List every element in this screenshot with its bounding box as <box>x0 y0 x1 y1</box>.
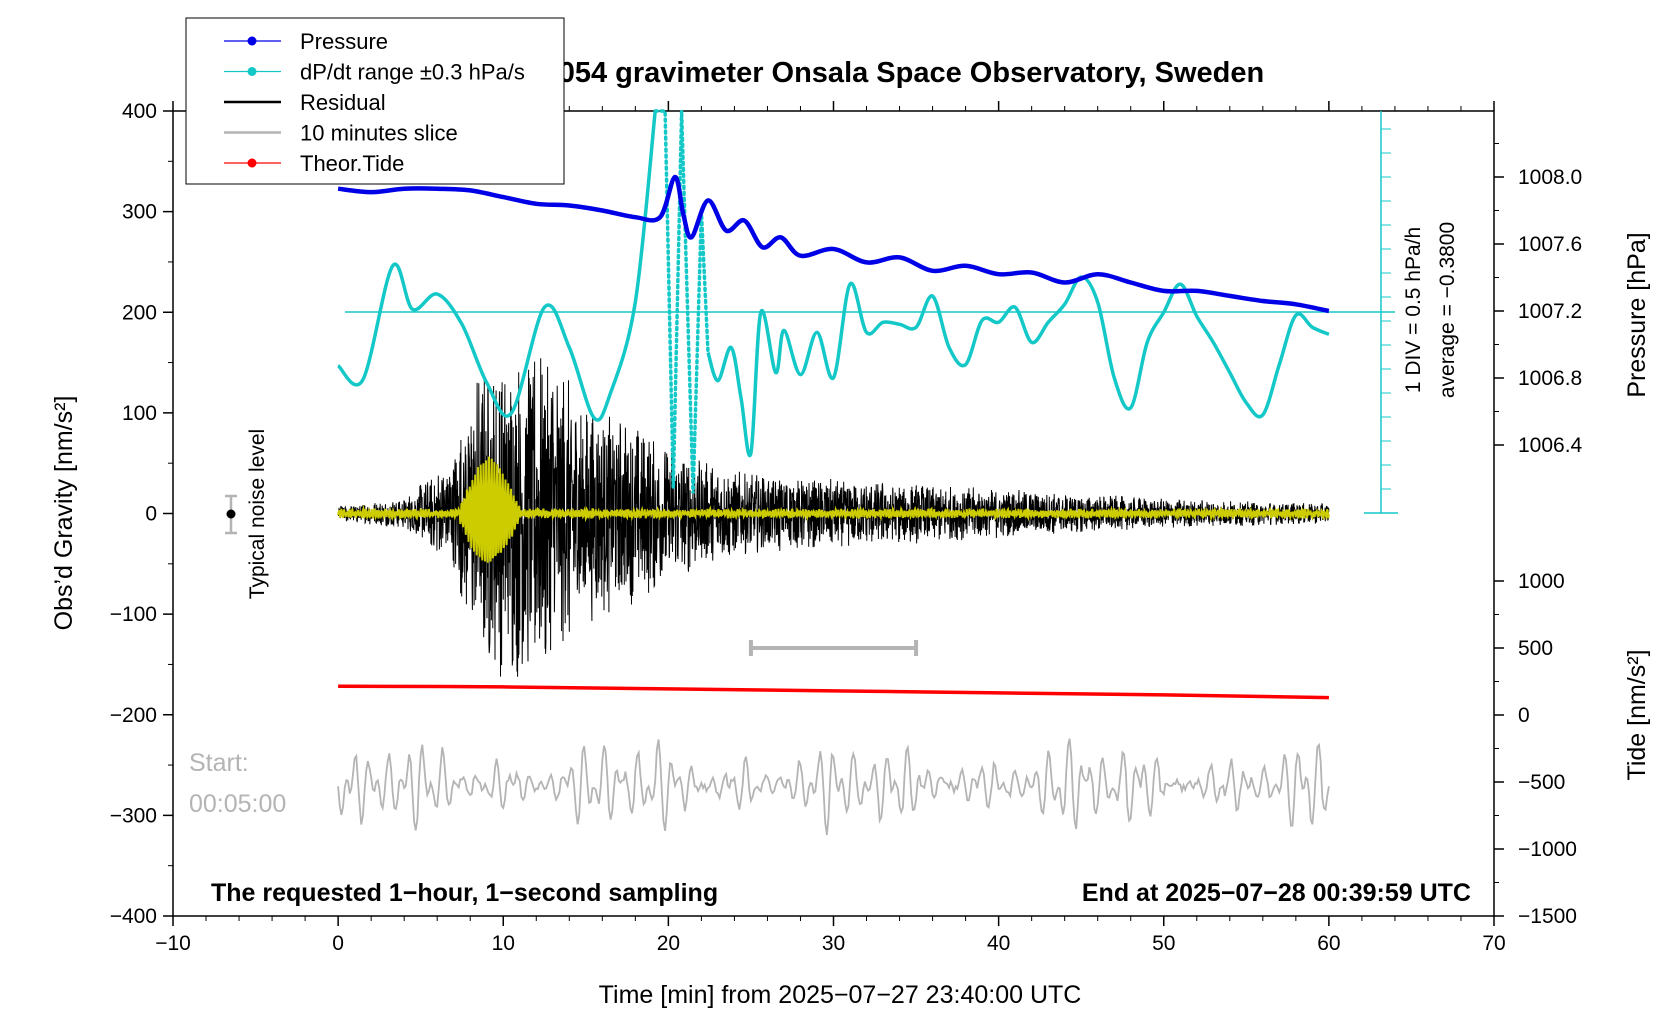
x-tick-label: 30 <box>822 932 845 955</box>
pressure-axis-title: Pressure [hPa] <box>1623 232 1651 397</box>
x-tick-label: −10 <box>155 932 191 955</box>
chart-title: SCG_054 gravimeter Onsala Space Observat… <box>480 57 1264 89</box>
slice-series-line <box>337 738 1330 836</box>
legend-item: Residual <box>224 90 386 115</box>
start-label: Start: <box>189 749 249 777</box>
x-tick-label: 0 <box>332 932 344 955</box>
legend-label: Theor.Tide <box>300 151 404 176</box>
tide-tick-label: 500 <box>1518 637 1553 660</box>
legend: Pressure dP/dt range ±0.3 hPa/s Residual 10… <box>185 17 565 185</box>
tide-tick-label: −500 <box>1518 771 1565 794</box>
tide-axis-title: Tide [nm/s²] <box>1623 649 1651 780</box>
legend-item: Pressure <box>224 29 388 54</box>
legend-swatch-marker <box>247 158 257 168</box>
tide-tick-label: −1500 <box>1518 905 1577 928</box>
legend-label: dP/dt range ±0.3 hPa/s <box>300 60 525 85</box>
dpdt-average-label: average = −0.3800 <box>1436 222 1459 398</box>
noise-level-bar <box>225 494 237 535</box>
x-tick-label: 70 <box>1482 932 1505 955</box>
x-tick-label: 60 <box>1317 932 1340 955</box>
legend-label: Pressure <box>300 29 388 54</box>
pressure-tick-label: 1006.4 <box>1518 434 1583 457</box>
tide-tick-label: 1000 <box>1518 570 1565 593</box>
filtered-residual-layer <box>337 456 1330 563</box>
y-tick-label: 0 <box>145 503 157 526</box>
slice-marker <box>748 640 919 656</box>
legend-label: Residual <box>300 90 386 115</box>
ten-minute-slice-layer <box>337 738 1330 836</box>
legend-item: dP/dt range ±0.3 hPa/s <box>224 60 525 85</box>
dpdt-spike-dotted <box>653 109 710 494</box>
noise-level-label: Typical noise level <box>246 429 269 599</box>
x-tick-label: 50 <box>1152 932 1175 955</box>
bottom-left-banner: The requested 1−hour, 1−second sampling <box>211 879 718 907</box>
y-axis-title: Obs’d Gravity [nm/s²] <box>50 396 78 631</box>
y-tick-label: −300 <box>110 804 157 827</box>
legend-swatch-marker <box>247 67 257 76</box>
tide-series-line <box>338 684 1329 700</box>
x-axis-title: Time [min] from 2025−07−27 23:40:00 UTC <box>599 981 1082 1009</box>
y-tick-label: −100 <box>110 603 157 626</box>
y-axis-ticks: 400 300 200 100 0 −100 −200 −300 −400 <box>110 100 173 928</box>
legend-label: 10 minutes slice <box>300 121 458 146</box>
pressure-series-line <box>337 174 1330 314</box>
x-axis-ticks: −10 0 10 20 30 40 50 60 70 <box>155 101 1506 955</box>
pressure-axis-ticks: 1008.0 1007.6 1007.2 1006.8 1006.4 <box>1494 143 1583 457</box>
y-tick-label: −200 <box>110 704 157 727</box>
bottom-right-banner: End at 2025−07−28 00:39:59 UTC <box>1082 879 1471 907</box>
x-tick-label: 10 <box>492 932 515 955</box>
legend-item: 10 minutes slice <box>224 121 458 146</box>
legend-item: Theor.Tide <box>224 151 404 176</box>
tide-tick-label: 0 <box>1518 704 1530 727</box>
theoretical-tide-layer <box>338 684 1329 700</box>
y-tick-label: 300 <box>122 201 157 224</box>
y-tick-label: 100 <box>122 402 157 425</box>
x-tick-label: 20 <box>657 932 680 955</box>
pressure-tick-label: 1007.6 <box>1518 233 1582 256</box>
y-tick-label: −400 <box>110 905 157 928</box>
tide-axis-ticks: 1000 500 0 −500 −1000 −1500 <box>1494 570 1577 928</box>
dpdt-series-line-tail <box>706 275 1330 458</box>
dpdt-scale-bar <box>1364 111 1398 514</box>
start-time: 00:05:00 <box>189 790 286 818</box>
dpdt-scale-label: 1 DIV = 0.5 hPa/h <box>1402 227 1425 393</box>
pressure-tick-label: 1007.2 <box>1518 300 1582 323</box>
pressure-tick-label: 1008.0 <box>1518 166 1582 189</box>
legend-swatch-marker <box>247 36 257 46</box>
y-tick-label: 200 <box>122 301 157 324</box>
pressure-layer <box>337 174 1330 314</box>
pressure-tick-label: 1006.8 <box>1518 367 1582 390</box>
tide-tick-label: −1000 <box>1518 838 1577 861</box>
filtered-series-line <box>337 456 1330 563</box>
y-tick-label: 400 <box>122 100 157 123</box>
x-tick-label: 40 <box>987 932 1010 955</box>
dpdt-series-line <box>336 110 657 422</box>
